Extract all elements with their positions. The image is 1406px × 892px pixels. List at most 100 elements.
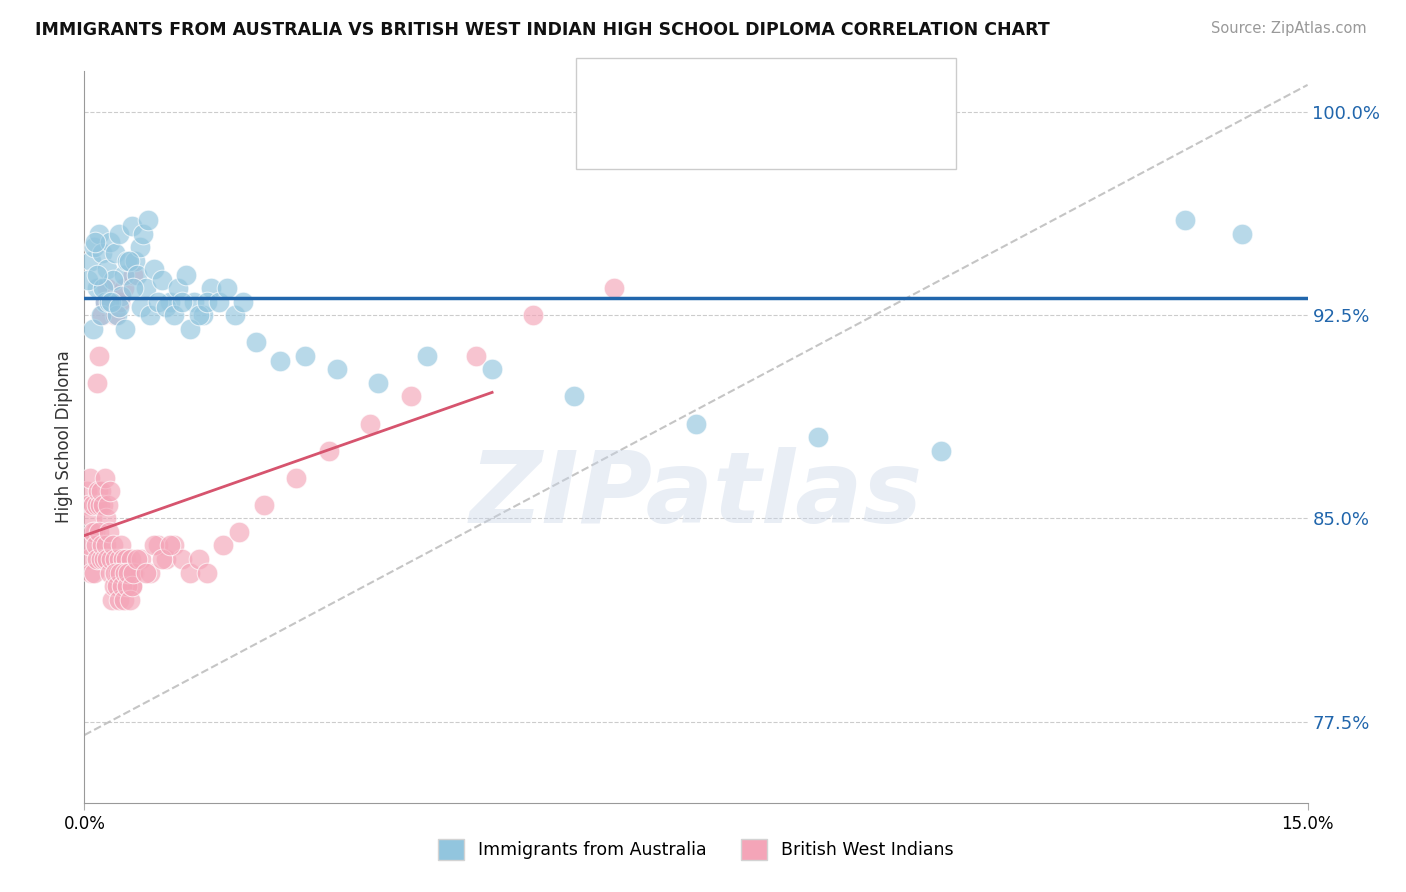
Point: [163, 538, 186, 552]
Point: [114, 566, 136, 580]
Point: [111, 552, 134, 566]
Point: [87, 484, 110, 499]
Point: [464, 349, 486, 363]
Point: [87, 349, 110, 363]
Point: [97, 498, 120, 512]
Point: [79, 471, 101, 485]
Point: [208, 294, 231, 309]
Point: [118, 592, 141, 607]
Point: [142, 262, 165, 277]
Point: [103, 579, 125, 593]
Legend: Immigrants from Australia, British West Indians: Immigrants from Australia, British West …: [432, 832, 960, 867]
Point: [128, 240, 150, 254]
Point: [124, 254, 146, 268]
Point: [183, 294, 205, 309]
Point: [127, 552, 149, 566]
Point: [97, 294, 120, 309]
Point: [122, 268, 145, 282]
Point: [110, 566, 132, 580]
Point: [245, 335, 267, 350]
Text: R =  0.237   N = 93: R = 0.237 N = 93: [631, 122, 823, 140]
Point: [929, 443, 952, 458]
Point: [127, 268, 149, 282]
Point: [253, 498, 276, 512]
Point: [96, 262, 118, 277]
Point: [135, 566, 157, 580]
Text: IMMIGRANTS FROM AUSTRALIA VS BRITISH WEST INDIAN HIGH SCHOOL DIPLOMA CORRELATION: IMMIGRANTS FROM AUSTRALIA VS BRITISH WES…: [35, 21, 1050, 38]
Point: [86, 268, 108, 282]
Point: [224, 308, 246, 322]
Point: [86, 281, 108, 295]
Point: [80, 566, 103, 580]
Point: [416, 349, 439, 363]
Point: [91, 498, 114, 512]
Point: [76, 552, 98, 566]
Point: [562, 389, 585, 403]
Point: [83, 566, 105, 580]
Point: [96, 511, 118, 525]
Point: [97, 524, 120, 539]
Point: [131, 300, 153, 314]
Point: [90, 484, 112, 499]
Point: [187, 552, 209, 566]
Point: [86, 498, 108, 512]
Point: [80, 254, 103, 268]
Point: [76, 484, 98, 499]
Point: [90, 552, 112, 566]
Point: [118, 566, 141, 580]
Point: [101, 592, 124, 607]
Point: [110, 538, 132, 552]
Point: [110, 289, 132, 303]
Point: [195, 294, 218, 309]
Point: [91, 245, 114, 260]
Point: [93, 471, 115, 485]
Point: [77, 538, 100, 552]
Point: [294, 349, 316, 363]
Point: [100, 235, 122, 249]
Point: [399, 389, 422, 403]
Point: [326, 362, 349, 376]
Point: [83, 240, 105, 254]
Point: [105, 579, 128, 593]
Point: [132, 227, 155, 241]
Point: [86, 376, 108, 390]
Point: [77, 273, 100, 287]
Point: [285, 471, 308, 485]
Point: [107, 566, 129, 580]
Point: [87, 524, 110, 539]
Point: [100, 552, 122, 566]
Point: [135, 281, 157, 295]
Point: [107, 592, 129, 607]
Point: [122, 566, 145, 580]
Point: [107, 227, 129, 241]
Point: [146, 294, 169, 309]
Point: [112, 268, 135, 282]
Point: [167, 281, 190, 295]
Point: [91, 308, 114, 322]
Point: [172, 294, 194, 309]
Point: [115, 579, 138, 593]
Text: R =  0.004   N = 68: R = 0.004 N = 68: [631, 78, 823, 95]
Point: [84, 524, 107, 539]
Point: [122, 566, 145, 580]
Point: [93, 294, 115, 309]
Point: [104, 245, 127, 260]
Point: [89, 498, 111, 512]
Point: [87, 227, 110, 241]
Point: [120, 552, 142, 566]
Point: [118, 254, 141, 268]
Point: [232, 294, 254, 309]
Point: [174, 268, 197, 282]
Text: Source: ZipAtlas.com: Source: ZipAtlas.com: [1211, 21, 1367, 36]
Point: [1174, 213, 1197, 227]
Point: [142, 538, 165, 552]
Point: [91, 538, 114, 552]
Point: [93, 294, 115, 309]
Point: [150, 552, 173, 566]
Point: [96, 552, 118, 566]
Point: [155, 300, 177, 314]
Point: [136, 213, 159, 227]
Y-axis label: High School Diploma: High School Diploma: [55, 351, 73, 524]
Point: [77, 498, 100, 512]
Point: [228, 524, 250, 539]
